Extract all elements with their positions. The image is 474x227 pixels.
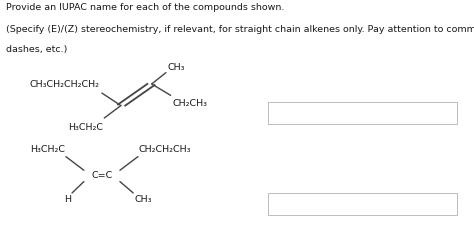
Bar: [268, 193, 457, 215]
Text: CH₂CH₂CH₃: CH₂CH₂CH₃: [139, 145, 191, 154]
Text: CH₃: CH₃: [167, 62, 185, 72]
Bar: [268, 102, 457, 124]
Text: dashes, etc.): dashes, etc.): [6, 45, 67, 54]
Text: H₃CH₂C: H₃CH₂C: [68, 123, 103, 132]
Text: (Specify (E)/(Z) stereochemistry, if relevant, for straight chain alkenes only. : (Specify (E)/(Z) stereochemistry, if rel…: [6, 25, 474, 35]
Text: H₃CH₂C: H₃CH₂C: [30, 145, 65, 154]
Text: Provide an IUPAC name for each of the compounds shown.: Provide an IUPAC name for each of the co…: [6, 3, 284, 12]
Text: H: H: [64, 195, 71, 204]
Text: CH₃CH₂CH₂CH₂: CH₃CH₂CH₂CH₂: [29, 79, 100, 89]
Text: CH₃: CH₃: [134, 195, 152, 204]
Text: C=C: C=C: [91, 171, 112, 180]
Text: CH₂CH₃: CH₂CH₃: [172, 99, 207, 108]
